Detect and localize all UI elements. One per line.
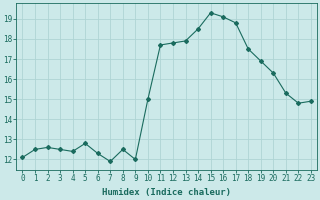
X-axis label: Humidex (Indice chaleur): Humidex (Indice chaleur) <box>102 188 231 197</box>
